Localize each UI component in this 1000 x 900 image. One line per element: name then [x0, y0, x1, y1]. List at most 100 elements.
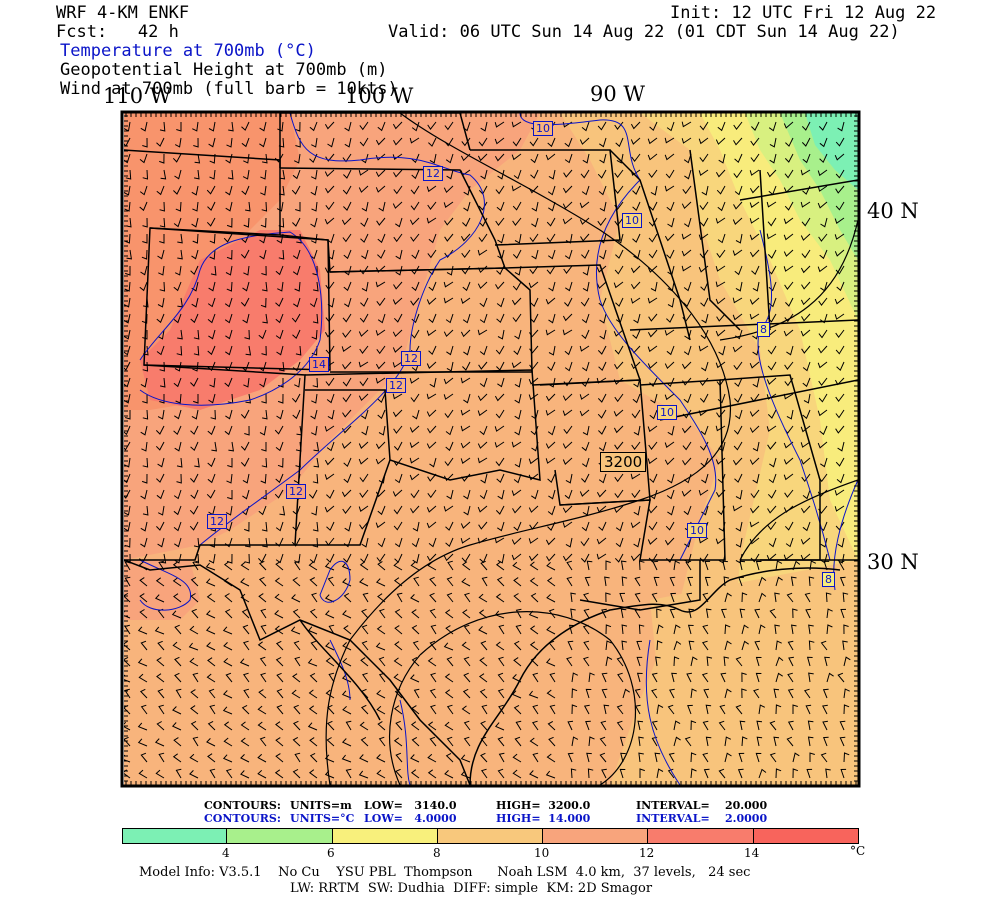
- wind-barb: [835, 137, 845, 147]
- wind-barb: [392, 329, 403, 338]
- wind-barb: [291, 393, 301, 403]
- wind-barb: [480, 560, 488, 571]
- wind-barb: [664, 153, 675, 161]
- wind-barb: [412, 521, 420, 532]
- wind-barb: [834, 249, 845, 257]
- wind-barb: [773, 688, 780, 699]
- wind-barb: [545, 409, 556, 416]
- wind-barb: [428, 281, 437, 292]
- wind-barb: [514, 457, 522, 468]
- wind-barb: [428, 137, 437, 147]
- wind-barb: [687, 576, 694, 587]
- wind-barb: [325, 689, 335, 699]
- wind-barb: [409, 441, 420, 449]
- wind-barb: [597, 169, 607, 179]
- wind-barb: [497, 688, 505, 699]
- wind-barb: [582, 361, 590, 372]
- wind-barb: [564, 297, 573, 307]
- wind-barb: [410, 505, 420, 514]
- wind-barb: [410, 329, 420, 339]
- wind-barb: [835, 409, 845, 419]
- wind-barb: [817, 169, 828, 177]
- wind-barb: [244, 425, 250, 436]
- wind-barb: [481, 704, 488, 715]
- wind-barb: [138, 769, 148, 779]
- wind-barb: [395, 249, 403, 260]
- wind-barb: [124, 377, 131, 388]
- wind-barb: [411, 313, 420, 324]
- colorbar-label: 14: [744, 846, 760, 860]
- wind-barb: [651, 688, 658, 699]
- wind-barb: [242, 640, 250, 651]
- wind-barb: [529, 625, 539, 635]
- wind-barb: [514, 265, 522, 276]
- wind-barb: [445, 313, 454, 324]
- wind-barb: [362, 592, 369, 603]
- wind-barb: [496, 576, 505, 587]
- wind-barb: [124, 721, 131, 731]
- wind-barb: [767, 345, 777, 355]
- wind-barb: [279, 185, 285, 196]
- forecast-hour: Fcst: 42 h: [56, 22, 179, 42]
- wind-barb: [683, 345, 692, 356]
- colorbar-label: 4: [222, 846, 230, 860]
- wind-barb: [621, 640, 627, 651]
- wind-barb: [139, 593, 148, 603]
- wind-barb: [174, 441, 182, 452]
- wind-barb: [342, 313, 352, 323]
- wind-barb: [497, 768, 505, 779]
- wind-barb: [630, 265, 641, 274]
- wind-barb: [156, 345, 165, 356]
- wind-barb: [716, 249, 726, 259]
- wind-barb: [324, 329, 335, 338]
- wind-barb: [463, 624, 471, 635]
- wind-barb: [327, 137, 335, 148]
- wind-barb: [480, 121, 488, 132]
- wind-barb: [614, 361, 624, 370]
- wind-barb: [294, 553, 301, 564]
- wind-barb: [581, 185, 590, 196]
- wind-barb: [324, 754, 335, 763]
- wind-barb: [715, 329, 726, 337]
- wind-barb: [444, 409, 454, 419]
- wind-barb: [843, 688, 850, 699]
- wind-barb: [598, 441, 607, 452]
- wind-barb: [294, 121, 301, 132]
- wind-barb: [223, 721, 233, 731]
- lon-label-100w: 100 W: [345, 84, 414, 108]
- wind-barb: [173, 593, 182, 603]
- wind-barb: [375, 642, 386, 651]
- wind-barb: [463, 592, 471, 603]
- wind-barb: [531, 217, 539, 228]
- wind-barb: [159, 281, 166, 292]
- wind-barb: [275, 721, 284, 731]
- wind-barb: [530, 592, 539, 603]
- wind-barb: [377, 233, 386, 244]
- wind-barb: [732, 249, 743, 257]
- wind-barb: [426, 409, 437, 418]
- temp-contour-label: 8: [822, 572, 835, 587]
- wind-barb: [580, 169, 590, 179]
- wind-barb: [715, 281, 726, 288]
- wind-barb: [494, 425, 505, 432]
- wind-barb: [312, 473, 319, 484]
- wind-barb: [393, 313, 403, 323]
- wind-barb: [158, 752, 165, 763]
- wind-barb: [512, 249, 522, 259]
- wind-barb: [562, 217, 573, 225]
- wind-barb: [802, 153, 811, 164]
- wind-barb: [375, 137, 386, 146]
- wind-barb: [342, 642, 352, 651]
- wind-barb: [157, 297, 165, 308]
- wind-barb: [843, 624, 849, 635]
- wind-barb: [605, 656, 613, 667]
- wind-barb: [495, 281, 505, 290]
- wind-barb: [312, 377, 319, 388]
- wind-barb: [768, 537, 777, 548]
- wind-barb: [547, 473, 556, 484]
- wind-barb: [174, 537, 182, 548]
- wind-barb: [207, 201, 216, 211]
- wind-barb: [409, 473, 420, 481]
- wind-barb: [802, 489, 811, 500]
- wind-barb: [749, 249, 760, 258]
